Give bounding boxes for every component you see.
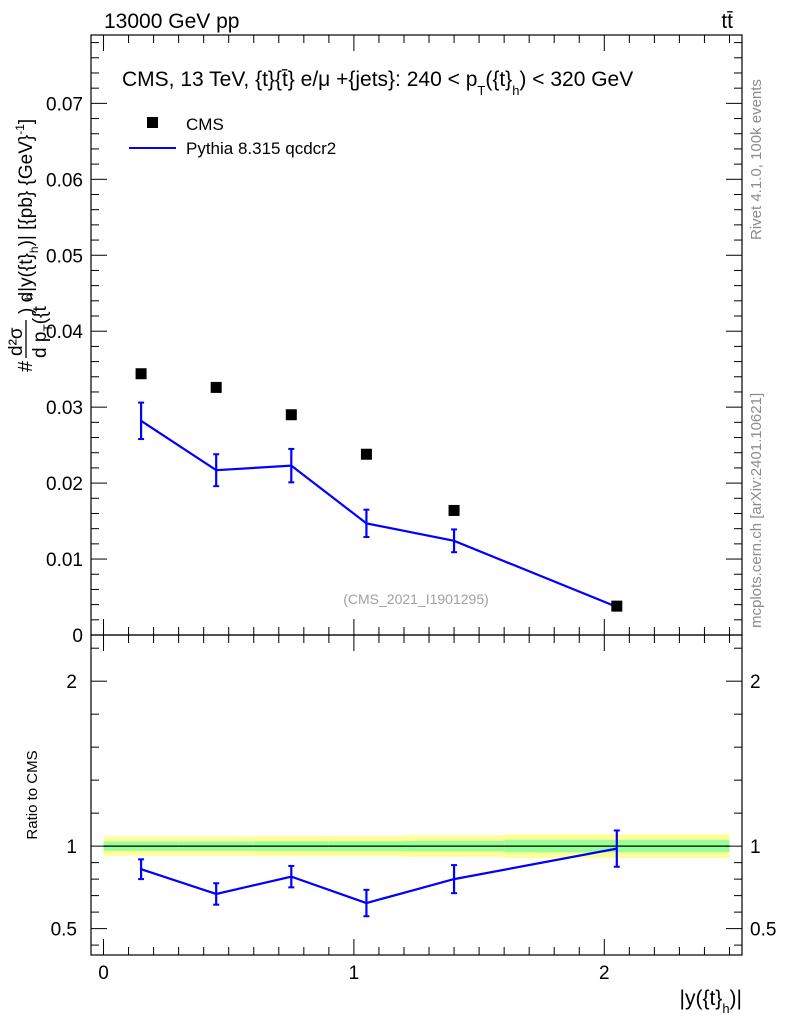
legend-cms-marker xyxy=(147,117,158,128)
main-ytick-label: 0 xyxy=(72,626,83,647)
ratio-ytick-label-right: 2 xyxy=(750,672,761,693)
cms-data-point xyxy=(360,448,372,460)
main-ytick-label: 0.02 xyxy=(46,474,83,495)
ratio-xtick-label: 1 xyxy=(349,963,360,984)
rivet-label: Rivet 4.1.0, 100k events xyxy=(748,79,765,240)
ratio-ytick-label-right: 1 xyxy=(750,837,761,858)
ratio-series xyxy=(138,829,620,918)
ratio-ytick-label-left: 2 xyxy=(66,672,77,693)
main-ytick-label: 0.06 xyxy=(46,170,83,191)
main-ytick-label: 0.05 xyxy=(46,246,83,267)
main-ylabel: # d²σ d pT({th ) d|y({t}h)| [{pb} {GeV}-… xyxy=(6,119,55,372)
main-ytick-label: 0.07 xyxy=(46,94,83,115)
legend-pythia-label: Pythia 8.315 qcdcr2 xyxy=(186,139,336,158)
main-ytick-label: 0.04 xyxy=(46,322,83,343)
main-ytick-labels: 0 0.01 0.02 0.03 0.04 0.05 0.06 0.07 xyxy=(46,94,83,647)
main-ytick-label: 0.01 xyxy=(46,550,83,571)
cms-data-point xyxy=(285,409,297,421)
analysis-id-label: (CMS_2021_I1901295) xyxy=(343,591,489,607)
main-ylabel-den: d pT({th xyxy=(22,294,55,358)
ratio-xtick-label: 0 xyxy=(98,963,109,984)
ratio-ytick-label-left: 1 xyxy=(66,837,77,858)
main-series xyxy=(135,368,623,612)
main-ylabel-rest: ) d|y({t}h)| [{pb} {GeV}-1] xyxy=(13,119,41,314)
main-ylabel-num: d²σ xyxy=(6,327,27,356)
ratio-ylabel: Ratio to CMS xyxy=(24,750,41,839)
ratio-xtick-labels: 0 1 2 xyxy=(98,963,609,984)
cms-data-point xyxy=(448,504,460,516)
main-ticks xyxy=(91,35,742,636)
main-ytick-label: 0.03 xyxy=(46,398,83,419)
main-panel: 0 0.01 0.02 0.03 0.04 0.05 0.06 0.07 CMS, 13 Te… xyxy=(6,34,743,647)
ratio-pythia-line xyxy=(140,847,618,905)
mcplots-label: mcplots.cern.ch [arXiv:2401.10621] xyxy=(748,393,765,628)
chart-title: CMS, 13 TeV, {t}{t̄} e/μ +{jets}: 240 < … xyxy=(122,68,633,98)
header-energy-label: 13000 GeV pp xyxy=(104,10,239,33)
ratio-panel: 0.5 0.5 1 1 2 2 0 1 2 Ratio to CMS |y({t}h)| xyxy=(24,634,777,1016)
ratio-ytick-label-left: 0.5 xyxy=(51,920,77,941)
ratio-ytick-labels: 0.5 0.5 1 1 2 2 xyxy=(51,672,777,940)
ratio-bands xyxy=(103,834,730,859)
main-ylabel-hash: # xyxy=(15,360,37,372)
header-process-label: tt̄ xyxy=(721,10,733,33)
legend-cms-label: CMS xyxy=(186,115,224,134)
cms-data-point xyxy=(135,368,147,380)
ratio-ticks xyxy=(91,635,742,955)
ratio-frame xyxy=(90,634,743,956)
cms-data-point xyxy=(210,381,222,393)
ratio-xtick-label: 2 xyxy=(599,963,610,984)
cms-data-point xyxy=(611,600,623,612)
pythia-line xyxy=(140,419,618,608)
ratio-ytick-label-right: 0.5 xyxy=(750,920,776,941)
ratio-xlabel: |y({t}h)| xyxy=(680,987,743,1016)
